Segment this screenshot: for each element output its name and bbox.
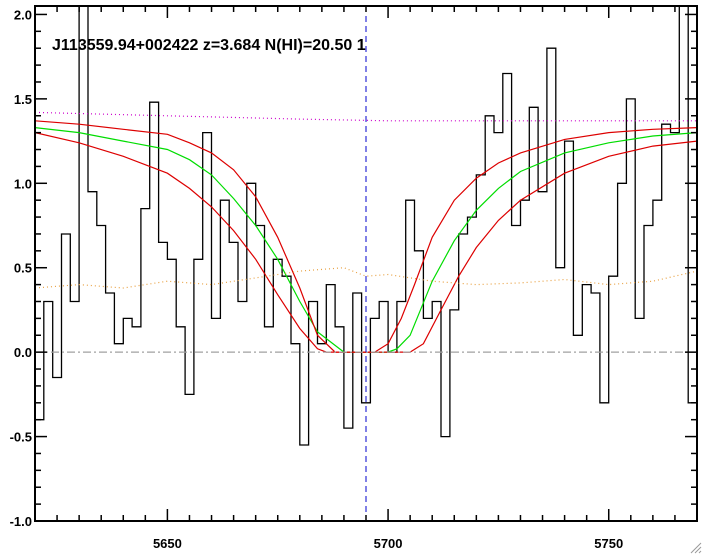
y-tick-label: 2.0	[14, 7, 32, 22]
x-tick-label: 5650	[153, 536, 182, 551]
y-tick-label: 0.5	[14, 261, 32, 276]
axis-ticks	[35, 6, 697, 522]
series-flux	[35, 6, 697, 446]
x-tick-labels: 5650 5700 5750	[153, 536, 623, 551]
x-tick-label: 5700	[374, 536, 403, 551]
y-tick-label: -0.5	[10, 430, 32, 445]
y-tick-label: 1.0	[14, 176, 32, 191]
series-error	[35, 267, 697, 289]
y-tick-label: 1.5	[14, 92, 32, 107]
plot-frame	[34, 5, 698, 522]
y-tick-label: 0.0	[14, 345, 32, 360]
chart-title: J113559.94+002422 z=3.684 N(HI)=20.50 1	[52, 37, 366, 54]
series-layer	[35, 6, 697, 446]
series-fit-lower	[35, 132, 697, 353]
y-tick-labels: -1.0 -0.5 0.0 0.5 1.0 1.5 2.0	[10, 7, 32, 529]
resize-grip-icon[interactable]	[688, 540, 702, 554]
y-tick-label: -1.0	[10, 514, 32, 529]
x-tick-label: 5750	[594, 536, 623, 551]
